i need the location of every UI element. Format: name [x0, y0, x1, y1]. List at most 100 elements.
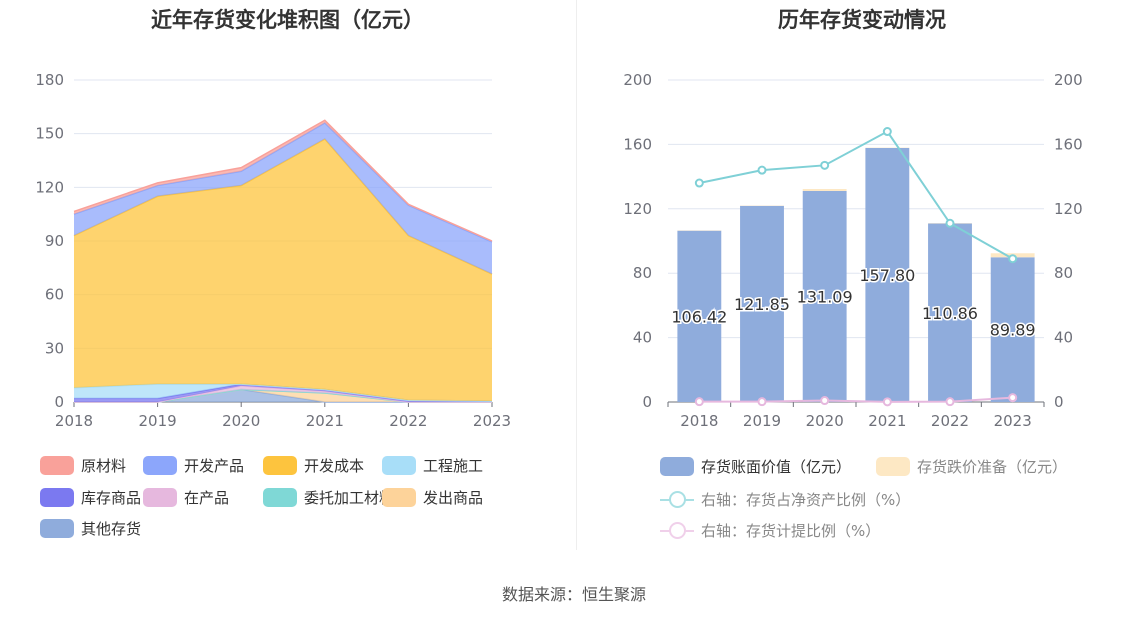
left-legend-item[interactable]: 其他存货 — [40, 518, 141, 539]
bar-value-label: 89.89 — [990, 321, 1036, 340]
point-provision-ratio — [882, 397, 892, 407]
y-tick-label: 90 — [45, 232, 64, 250]
left-legend-item[interactable]: 开发产品 — [143, 455, 244, 476]
point-provision-ratio — [1008, 393, 1018, 403]
y-tick-label: 40 — [633, 329, 652, 347]
point-net-asset-ratio — [1008, 254, 1018, 264]
area-开发成本 — [74, 139, 492, 402]
area-库存商品 — [74, 384, 492, 402]
legend-label: 其他存货 — [81, 520, 142, 538]
x-tick-label: 2019 — [743, 412, 781, 430]
bar-value-label: 157.80 — [859, 266, 915, 285]
x-tick-label: 2022 — [931, 412, 969, 430]
bar-value-label: 121.85 — [734, 295, 790, 314]
point-provision-ratio — [820, 396, 830, 406]
x-tick-label: 2018 — [55, 412, 93, 430]
legend-label: 工程施工 — [423, 457, 484, 475]
left-legend-item[interactable]: 开发成本 — [263, 455, 364, 476]
line-net-asset-ratio — [699, 130, 1014, 260]
legend-swatch — [660, 457, 694, 476]
legend-book-value[interactable]: 存货账面价值（亿元） — [660, 456, 851, 477]
bar-book-value — [928, 223, 972, 402]
legend-swatch — [40, 519, 74, 538]
left-area-chart: 0 30 60 90 120 150 180 2018 2019 2020 2021 2022 2023 — [35, 71, 511, 430]
legend-swatch — [382, 456, 416, 475]
legend-line-swatch — [660, 490, 694, 509]
point-provision-ratio — [757, 397, 767, 407]
point-net-asset-ratio — [820, 160, 830, 170]
legend-provision-ratio[interactable]: 右轴：存货计提比例（%） — [660, 520, 880, 541]
legend-swatch — [143, 456, 177, 475]
point-provision-ratio — [945, 397, 955, 407]
bar-book-value — [865, 147, 910, 402]
legend-swatch — [40, 456, 74, 475]
left-legend-item[interactable]: 委托加工材料 — [263, 487, 394, 508]
left-legend-item[interactable]: 在产品 — [143, 487, 229, 508]
left-chart-panel: 近年存货变化堆积图（亿元） 0 30 60 90 120 150 180 2018 2019 20… — [0, 0, 575, 550]
legend-swatch — [263, 488, 297, 507]
area-edge-原材料 — [73, 119, 493, 242]
point-net-asset-ratio — [694, 178, 704, 188]
legend-label: 在产品 — [184, 489, 230, 507]
legend-label: 原材料 — [81, 457, 127, 475]
legend-label: 存货账面价值（亿元） — [701, 458, 852, 476]
legend-swatch — [382, 488, 416, 507]
x-tick-label: 2023 — [994, 412, 1032, 430]
y-tick-label: 120 — [623, 200, 652, 218]
x-tick-label: 2021 — [306, 412, 344, 430]
legend-label: 发出商品 — [423, 489, 484, 507]
legend-net-asset-ratio[interactable]: 右轴：存货占净资产比例（%） — [660, 489, 910, 510]
y2-tick-label: 40 — [1054, 329, 1073, 347]
legend-label: 开发产品 — [184, 457, 245, 475]
left-chart-title: 近年存货变化堆积图（亿元） — [151, 8, 424, 32]
point-net-asset-ratio — [757, 165, 767, 175]
legend-label: 库存商品 — [81, 489, 142, 507]
right-chart-panel: 历年存货变动情况 0 40 80 120 160 200 0 40 80 120 160 200 201… — [576, 0, 1148, 550]
point-net-asset-ratio — [882, 127, 892, 137]
legend-swatch — [876, 457, 910, 476]
legend-label: 存货跌价准备（亿元） — [917, 458, 1068, 476]
right-chart-title: 历年存货变动情况 — [778, 8, 946, 32]
area-工程施工 — [74, 384, 492, 402]
legend-swatch — [263, 456, 297, 475]
bar-book-value — [740, 205, 784, 402]
y-tick-label: 80 — [633, 264, 652, 282]
bar-value-label: 106.42 — [671, 307, 727, 326]
legend-label: 开发成本 — [304, 457, 365, 475]
y-tick-label: 30 — [45, 339, 64, 357]
area-其他存货 — [74, 389, 492, 402]
x-tick-label: 2023 — [473, 412, 511, 430]
data-source-note: 数据来源：恒生聚源 — [501, 585, 646, 604]
legend-swatch — [143, 488, 177, 507]
right-bar-line-chart: 0 40 80 120 160 200 0 40 80 120 160 200 2018 2019 2020… — [623, 71, 1083, 430]
x-tick-label: 2020 — [222, 412, 260, 430]
legend-swatch — [40, 488, 74, 507]
area-发出商品 — [74, 389, 492, 402]
y2-tick-label: 80 — [1054, 264, 1073, 282]
bar-value-label: 131.09 — [797, 287, 853, 306]
y2-tick-label: 0 — [1054, 393, 1064, 411]
legend-label: 右轴：存货占净资产比例（%） — [701, 491, 911, 509]
y2-tick-label: 160 — [1054, 135, 1083, 153]
bar-impairment — [802, 189, 847, 191]
legend-line-swatch — [660, 521, 694, 540]
legend-impairment[interactable]: 存货跌价准备（亿元） — [876, 456, 1067, 477]
left-legend-item[interactable]: 发出商品 — [382, 487, 483, 508]
point-provision-ratio — [694, 397, 704, 407]
legend-label: 委托加工材料 — [304, 489, 395, 507]
y-tick-label: 160 — [623, 135, 652, 153]
y-tick-label: 180 — [35, 71, 64, 89]
bar-value-label: 110.86 — [922, 304, 978, 323]
y2-tick-label: 120 — [1054, 200, 1083, 218]
x-tick-label: 2022 — [389, 412, 427, 430]
left-legend-item[interactable]: 原材料 — [40, 455, 126, 476]
y-tick-label: 0 — [54, 393, 64, 411]
y-tick-label: 200 — [623, 71, 652, 89]
line-provision-ratio — [699, 396, 1013, 403]
area-edge-开发成本 — [73, 138, 493, 275]
x-tick-label: 2021 — [868, 412, 906, 430]
left-legend-item[interactable]: 工程施工 — [382, 455, 483, 476]
y-tick-label: 120 — [35, 178, 64, 196]
bar-book-value — [802, 190, 847, 402]
left-legend-item[interactable]: 库存商品 — [40, 487, 141, 508]
